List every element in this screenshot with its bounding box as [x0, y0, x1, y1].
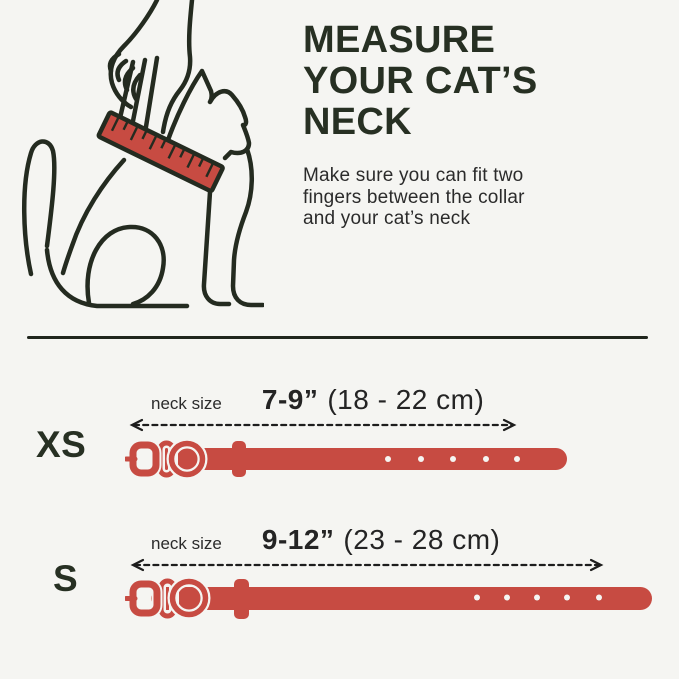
neck-size-cm: (18 - 22 cm) — [327, 384, 485, 415]
neck-size-cm: (23 - 28 cm) — [343, 524, 501, 555]
collar-solid-keeper — [232, 441, 246, 477]
collar-graphic-xs — [125, 438, 567, 480]
collar-strap — [151, 587, 652, 610]
title-line: MEASURE — [303, 19, 496, 61]
neck-size-line-xs: neck size 7-9” (18 - 22 cm) — [151, 384, 484, 416]
measure-arrow-xs — [129, 418, 517, 432]
collar-graphic-s — [125, 576, 652, 621]
neck-size-line-s: neck size 9-12” (23 - 28 cm) — [151, 524, 500, 556]
neck-size-caption: neck size — [151, 534, 222, 553]
size-label-xs: XS — [36, 424, 87, 465]
neck-size-inches: 7-9” — [261, 384, 319, 415]
subtitle-line: Make sure you can fit two — [303, 165, 524, 186]
collar-buckle — [125, 439, 162, 479]
collar-solid-keeper — [234, 579, 249, 619]
cat-measuring-illustration — [22, 0, 264, 309]
collar-strap — [151, 448, 567, 470]
size-label-s: S — [53, 558, 79, 599]
collar-holes — [474, 594, 602, 601]
neck-size-inches: 9-12” — [261, 524, 335, 555]
neck-size-caption: neck size — [151, 394, 222, 413]
collar-ring — [167, 576, 211, 620]
subtitle-line: and your cat’s neck — [303, 208, 471, 229]
hand-two-fingers-icon — [107, 0, 195, 136]
collar-holes — [385, 456, 520, 462]
section-divider — [27, 336, 648, 339]
title-line: YOUR CAT’S — [303, 60, 538, 102]
measuring-tape — [96, 110, 225, 194]
subtitle-line: fingers between the collar — [303, 186, 525, 208]
title-line: NECK — [303, 101, 412, 143]
collar-ring — [166, 438, 208, 480]
collar-buckle — [125, 578, 163, 619]
cat-outline — [22, 68, 264, 309]
page-subtitle: Make sure you can fit two fingers betwee… — [303, 165, 525, 230]
page-title: MEASURE YOUR CAT’S NECK — [303, 20, 538, 143]
measure-arrow-s — [130, 558, 604, 572]
